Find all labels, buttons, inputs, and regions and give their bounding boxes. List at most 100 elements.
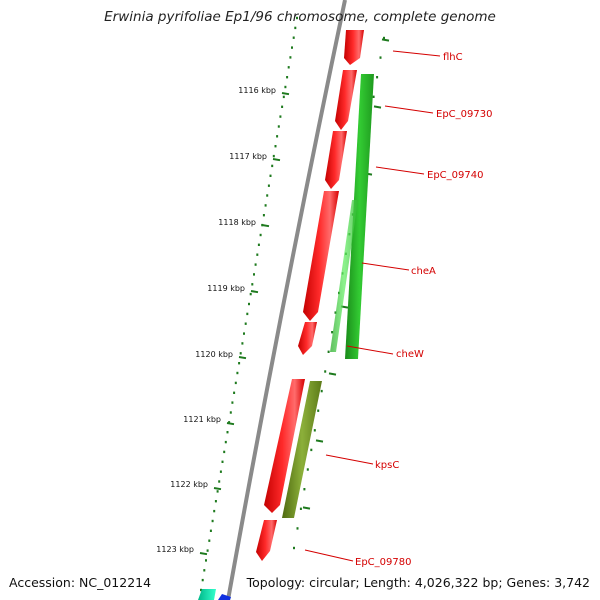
tick-label-1116: 1116 kbp xyxy=(238,86,276,95)
gene-label-epc-09730: EpC_09730 xyxy=(436,109,492,120)
scale-dot xyxy=(282,95,285,99)
scale-dot xyxy=(208,539,211,542)
scale-dot xyxy=(206,549,209,552)
scale-dot xyxy=(317,409,320,412)
scale-dot xyxy=(276,135,279,138)
gene-epc-09740-arrow xyxy=(325,131,347,189)
scale-dot xyxy=(214,500,217,503)
scale-tick-mark xyxy=(302,506,311,510)
scale-dot xyxy=(331,331,334,334)
gene-epc-09730-arrow xyxy=(335,70,357,130)
gene-label-flhc: flhC xyxy=(443,52,463,63)
scale-tick-mark xyxy=(238,356,247,360)
scale-dot xyxy=(253,273,255,276)
scale-dot xyxy=(259,233,262,237)
genome-stats-label: Topology: circular; Length: 4,026,322 bp… xyxy=(246,575,590,590)
scale-dot xyxy=(229,411,232,414)
scale-dot xyxy=(294,26,297,30)
scale-dot xyxy=(296,16,298,20)
tick-labels: 1116 kbp 1117 kbp 1118 kbp 1119 kbp 1120… xyxy=(156,86,276,554)
scale-dot xyxy=(274,145,277,148)
scale-dot xyxy=(243,332,245,335)
scale-dot xyxy=(271,164,274,168)
scale-dot xyxy=(296,527,299,530)
scale-tick-mark xyxy=(272,158,281,162)
scale-dot xyxy=(327,350,330,353)
map-title: Erwinia pyrifoliae Ep1/96 chromosome, co… xyxy=(104,9,496,25)
scale-dot xyxy=(234,381,237,385)
scale-dot xyxy=(383,36,385,40)
gene-bottom-teal xyxy=(198,589,216,600)
scale-dot xyxy=(269,174,272,177)
scale-dot xyxy=(239,352,242,355)
tick-label-1122: 1122 kbp xyxy=(170,480,208,489)
scale-dot xyxy=(262,214,265,217)
gene-bottom-blue xyxy=(218,594,231,600)
scale-dot xyxy=(256,253,259,256)
scale-dot xyxy=(292,36,295,39)
scale-tick-mark xyxy=(281,92,290,96)
gene-flhc-arrow xyxy=(344,30,364,65)
scale-dot xyxy=(287,66,290,69)
scale-dot xyxy=(219,470,222,473)
chromosome-backbone xyxy=(226,0,347,600)
gene-epc-09730-reverse xyxy=(345,74,374,359)
tick-label-1119: 1119 kbp xyxy=(207,284,245,293)
scale-dot xyxy=(228,421,231,424)
scale-dot xyxy=(257,243,260,246)
scale-dot xyxy=(216,490,219,493)
scale-dot xyxy=(236,371,239,375)
gene-leader-lines xyxy=(304,50,441,562)
scale-dot xyxy=(277,125,280,128)
scale-dot xyxy=(254,263,257,266)
scale-dot xyxy=(310,448,313,452)
scale-dot xyxy=(267,184,270,187)
scale-dot xyxy=(284,85,287,89)
scale-dot xyxy=(233,391,236,394)
scale-dot xyxy=(201,578,204,582)
gene-chew-arrow xyxy=(298,322,317,355)
scale-dot xyxy=(231,401,234,404)
scale-dot xyxy=(226,431,229,434)
scale-dot xyxy=(372,95,375,98)
scale-tick-mark xyxy=(328,372,337,376)
scale-tick-mark xyxy=(373,105,382,109)
gene-chea-highlight xyxy=(330,200,358,352)
accession-label: Accession: NC_012214 xyxy=(9,575,152,590)
gene-label-epc-09740: EpC_09740 xyxy=(427,170,483,181)
scale-dot xyxy=(205,559,207,562)
scale-dot xyxy=(209,529,212,532)
scale-tick-mark xyxy=(199,552,208,556)
scale-tick-mark xyxy=(250,290,259,294)
scale-tick-mark xyxy=(226,422,235,426)
gene-epc-09780-arrow xyxy=(256,520,277,561)
scale-dot xyxy=(266,194,269,197)
scale-dot xyxy=(299,507,302,510)
gene-kpsc-arrow xyxy=(264,379,305,513)
scale-tick-mark xyxy=(213,487,222,491)
scale-dot xyxy=(313,429,316,432)
gene-kpsc-reverse xyxy=(282,381,322,518)
gene-chea-arrow xyxy=(303,191,339,321)
scale-dot xyxy=(241,342,244,345)
tick-label-1120: 1120 kbp xyxy=(195,350,233,359)
scale-tick-mark xyxy=(381,38,390,42)
scale-dot xyxy=(223,450,226,454)
scale-tick-mark xyxy=(261,224,270,228)
gene-labels: flhC EpC_09730 EpC_09740 cheA cheW kpsC … xyxy=(355,52,492,568)
scale-tick-mark xyxy=(315,439,324,443)
gene-label-chew: cheW xyxy=(396,349,424,360)
scale-dot xyxy=(286,76,289,79)
scale-dot xyxy=(248,302,250,306)
scale-dot xyxy=(213,509,216,513)
tick-label-1123: 1123 kbp xyxy=(156,545,194,554)
scale-dot xyxy=(218,480,221,483)
scale-dot xyxy=(203,569,206,572)
tick-label-1117: 1117 kbp xyxy=(229,152,267,161)
scale-dot xyxy=(238,362,241,365)
scale-dot xyxy=(244,322,247,325)
gene-label-kpsc: kpsC xyxy=(375,460,399,471)
gene-label-chea: cheA xyxy=(411,266,436,277)
tick-label-1121: 1121 kbp xyxy=(183,415,221,424)
scale-dot xyxy=(291,46,293,49)
